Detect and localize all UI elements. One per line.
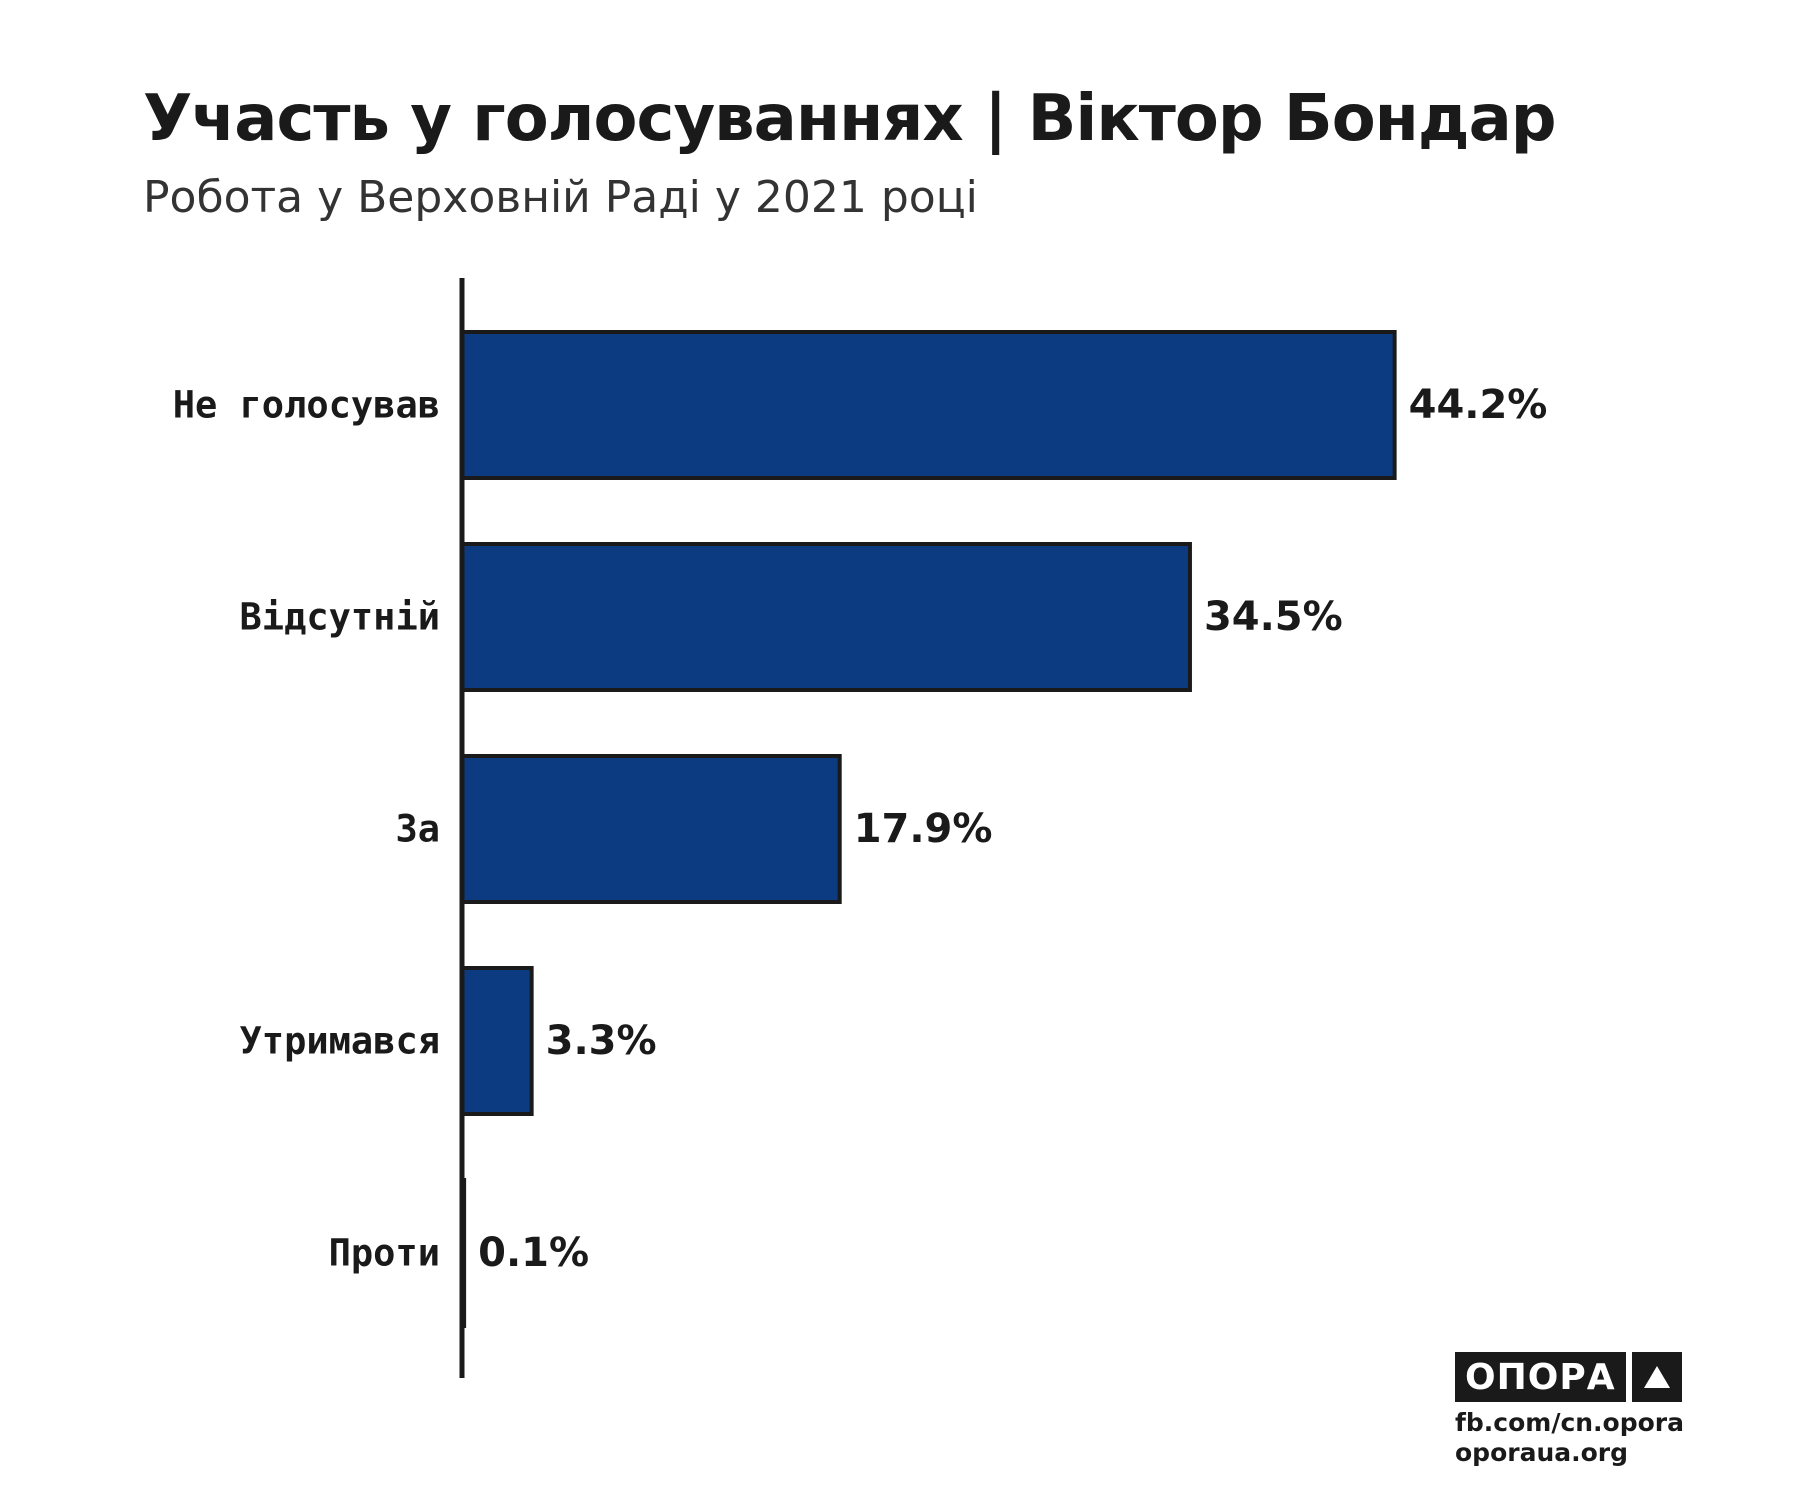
chart-title: Участь у голосуваннях | Віктор Бондар — [143, 82, 1557, 156]
facebook-link[interactable]: fb.com/cn.opora — [1455, 1408, 1685, 1437]
logo-text: ОПОРА — [1455, 1352, 1626, 1402]
value-label: 17.9% — [854, 806, 993, 852]
value-label: 0.1% — [478, 1230, 589, 1276]
bar-3 — [460, 966, 534, 1116]
bar-0 — [460, 330, 1397, 480]
category-label: Не голосував — [173, 384, 440, 427]
category-label: За — [395, 808, 440, 851]
footer-links: fb.com/cn.opora oporaua.org — [1455, 1408, 1684, 1468]
chart-subtitle: Робота у Верховній Раді у 2021 році — [143, 172, 978, 223]
triangle-icon — [1631, 1352, 1682, 1402]
category-label: Утримався — [240, 1020, 440, 1063]
bar-2 — [460, 754, 842, 904]
bar-1 — [460, 542, 1192, 692]
category-label: Відсутній — [240, 596, 440, 639]
value-label: 3.3% — [546, 1018, 657, 1064]
category-label: Проти — [329, 1232, 440, 1275]
value-label: 34.5% — [1204, 594, 1343, 640]
value-label: 44.2% — [1409, 382, 1548, 428]
opora-logo: ОПОРА — [1455, 1352, 1682, 1402]
website-link[interactable]: oporaua.org — [1455, 1438, 1629, 1467]
